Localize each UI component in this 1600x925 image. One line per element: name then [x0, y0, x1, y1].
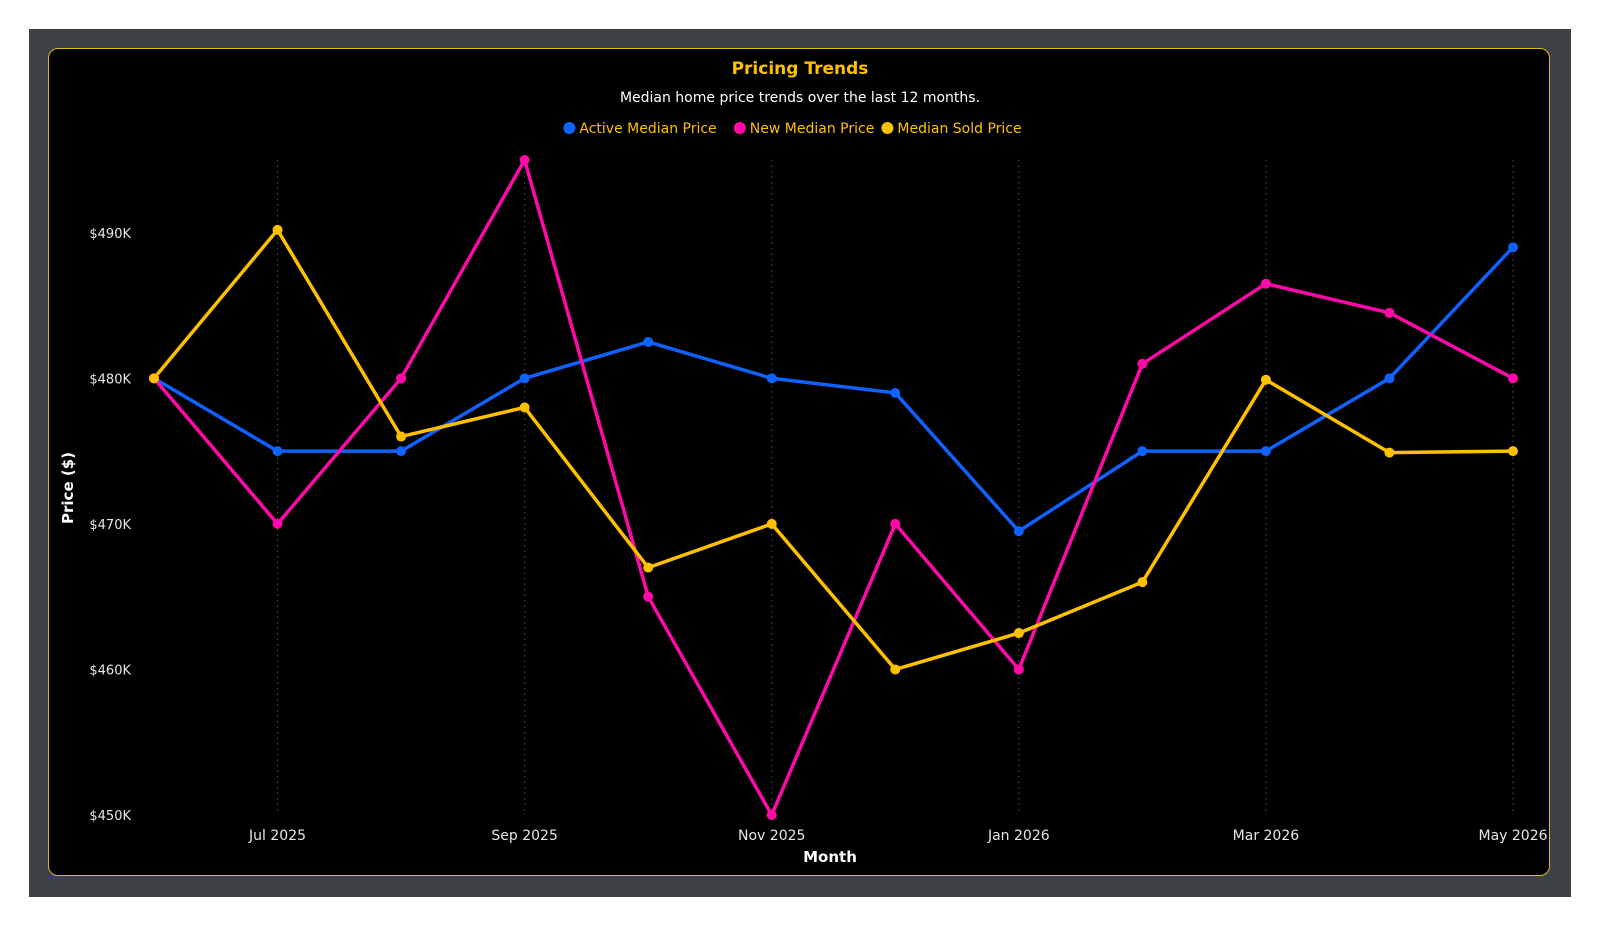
legend-label: Active Median Price	[579, 121, 716, 137]
grid-lines	[277, 160, 1514, 815]
legend-marker	[881, 122, 894, 134]
legend-label: New Median Price	[750, 121, 875, 137]
series-points	[149, 155, 1518, 820]
data-point	[272, 518, 283, 529]
data-point	[766, 518, 777, 529]
data-point	[1508, 242, 1518, 253]
data-point	[1137, 446, 1148, 457]
series-line-0	[152, 245, 1515, 533]
series-line-1	[152, 158, 1515, 817]
data-point	[1508, 373, 1518, 384]
data-point	[1384, 373, 1395, 384]
data-point	[890, 387, 901, 398]
data-point	[766, 373, 777, 384]
chart-title: Pricing Trends	[732, 59, 869, 79]
legend: Active Median Price New Median Price Media…	[563, 121, 1022, 137]
data-point	[519, 373, 530, 384]
x-tick-label: Jul 2025	[248, 828, 306, 844]
data-point	[1384, 447, 1395, 458]
data-point	[1260, 374, 1271, 385]
data-point	[1260, 446, 1271, 457]
data-point	[519, 155, 530, 165]
data-point	[1508, 446, 1518, 457]
x-tick-label: Sep 2025	[491, 828, 557, 844]
data-point	[396, 373, 407, 384]
data-point	[643, 591, 654, 602]
data-point	[519, 402, 530, 413]
x-tick-label: May 2026	[1478, 828, 1547, 844]
data-point	[396, 446, 407, 457]
series-lines	[152, 158, 1515, 817]
data-point	[1137, 577, 1148, 588]
legend-marker	[563, 122, 576, 134]
y-tick-label: $480K	[89, 372, 131, 387]
data-point	[890, 664, 901, 675]
x-tick-label: Mar 2026	[1233, 828, 1300, 844]
data-point	[643, 336, 654, 347]
data-point	[272, 446, 283, 457]
data-point	[890, 518, 901, 529]
legend-label: Median Sold Price	[897, 121, 1021, 137]
y-axis-label: Price ($)	[59, 452, 77, 524]
y-tick-label: $470K	[89, 518, 131, 533]
y-tick-label: $490K	[89, 227, 131, 242]
x-tick-label: Jan 2026	[987, 828, 1050, 844]
data-point	[1013, 664, 1024, 675]
data-point	[1013, 526, 1024, 537]
data-point	[1137, 358, 1148, 369]
data-point	[149, 373, 159, 384]
y-axis: $450K $460K $470K $480K $490K	[89, 227, 131, 824]
y-tick-label: $460K	[89, 663, 131, 678]
data-point	[643, 562, 654, 573]
data-point	[272, 224, 283, 235]
x-axis: Jul 2025 Sep 2025 Nov 2025 Jan 2026 Mar 2026…	[248, 828, 1548, 844]
y-tick-label: $450K	[89, 809, 131, 824]
data-point	[396, 431, 407, 442]
x-tick-label: Nov 2025	[738, 828, 805, 844]
legend-marker	[733, 122, 746, 134]
chart-subtitle: Median home price trends over the last 1…	[620, 90, 980, 106]
chart-card	[48, 48, 1550, 876]
data-point	[766, 810, 777, 820]
data-point	[1384, 307, 1395, 318]
x-axis-label: Month	[803, 848, 857, 866]
series-line-2	[152, 228, 1515, 672]
data-point	[1013, 628, 1024, 639]
data-point	[1260, 278, 1271, 289]
